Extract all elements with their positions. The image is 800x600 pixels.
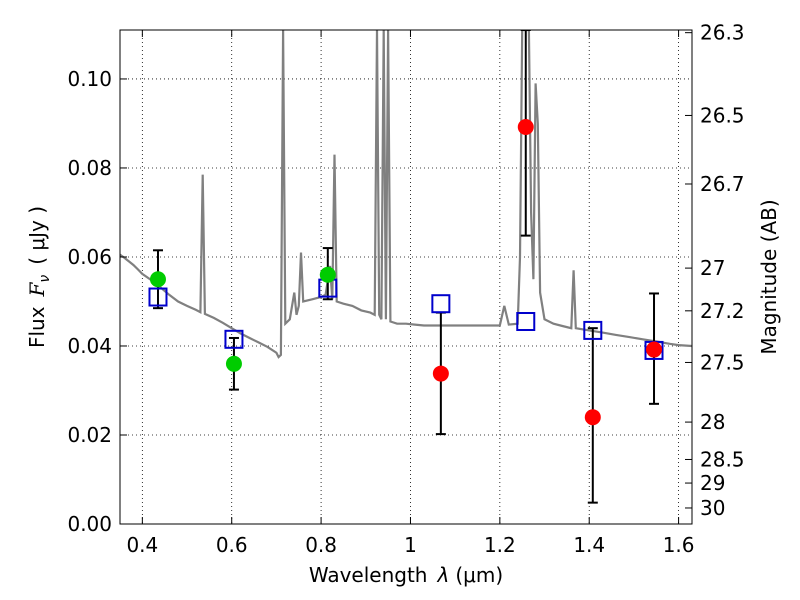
x-tick-label: 0.8 xyxy=(305,533,337,557)
y2-tick-label: 29 xyxy=(700,471,725,495)
optical-detection-marker xyxy=(149,271,166,288)
y2-tick-label: 26.7 xyxy=(700,172,745,196)
y2-tick-label: 27.2 xyxy=(700,299,745,323)
x-axis-label: Wavelength λ (μm) xyxy=(309,563,503,587)
nir-detection-marker xyxy=(584,409,601,426)
y-tick-label: 0.04 xyxy=(67,334,112,358)
y-tick-label: 0.00 xyxy=(67,512,112,536)
y-tick-label: 0.02 xyxy=(67,423,112,447)
model-photometry-marker xyxy=(583,320,603,340)
model-photometry-marker xyxy=(516,312,536,332)
x-tick-label: 1.6 xyxy=(663,533,695,557)
optical-detection-marker xyxy=(225,355,242,372)
y2-tick-label: 28 xyxy=(700,410,725,434)
plot-area xyxy=(120,30,692,504)
spectrum-line xyxy=(120,30,692,359)
y-tick-label: 0.10 xyxy=(67,67,112,91)
nir-detection-marker xyxy=(432,365,449,382)
plot-frame xyxy=(119,29,693,525)
model-photometry-marker xyxy=(148,287,168,307)
axis-ticks xyxy=(120,30,692,525)
y-tick-labels: 0.00 0.02 0.04 0.06 0.08 0.10 xyxy=(67,67,112,536)
y2-tick-label: 27.5 xyxy=(700,350,745,374)
y2-tick-label: 27 xyxy=(700,256,725,280)
detection-markers xyxy=(149,119,663,426)
y2-tick-label: 30 xyxy=(700,496,725,520)
x-tick-label: 0.4 xyxy=(126,533,158,557)
model-photometry-marker xyxy=(431,294,451,314)
y-tick-label: 0.06 xyxy=(67,245,112,269)
nir-detection-marker xyxy=(517,119,534,136)
x-tick-label: 1 xyxy=(404,533,417,557)
x-tick-label: 1.4 xyxy=(573,533,605,557)
y2-tick-label: 26.5 xyxy=(700,103,745,127)
y2-tick-label: 28.5 xyxy=(700,447,745,471)
x-tick-label: 1.2 xyxy=(484,533,516,557)
y-tick-label: 0.08 xyxy=(67,156,112,180)
x-tick-labels: 0.4 0.6 0.8 1 1.2 1.4 1.6 xyxy=(126,533,694,557)
optical-detection-marker xyxy=(319,266,336,283)
x-tick-label: 0.6 xyxy=(216,533,248,557)
nir-detection-marker xyxy=(646,341,663,358)
y2-axis-label: Magnitude (AB) xyxy=(757,199,781,354)
model-photometry-marker xyxy=(224,329,244,349)
y-axis-label: FluxFν( μJy ) xyxy=(25,206,53,348)
y2-tick-label: 26.3 xyxy=(700,21,745,45)
